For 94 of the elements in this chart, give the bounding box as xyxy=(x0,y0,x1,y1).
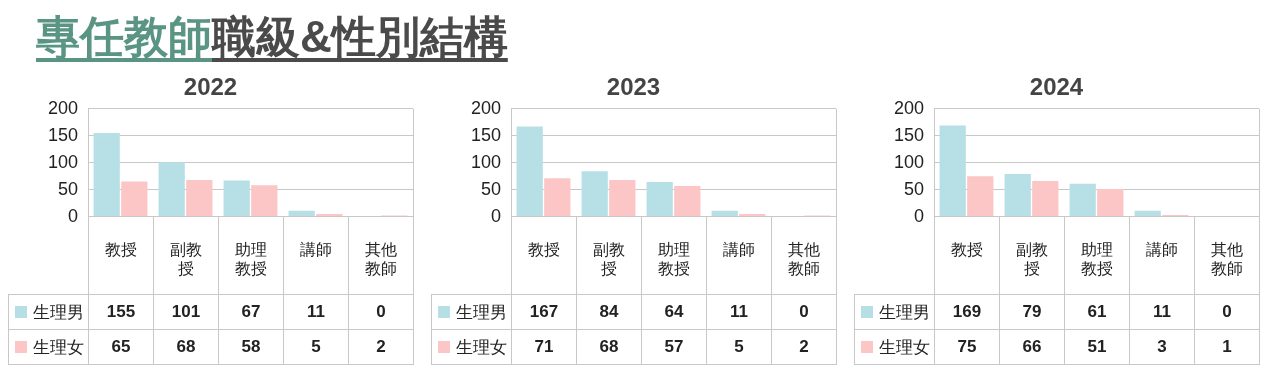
y-tick-label: 50 xyxy=(57,178,78,199)
x-tick-label: 講師 xyxy=(1145,240,1178,258)
bar xyxy=(646,182,673,217)
bar xyxy=(121,181,148,217)
data-label: 84 xyxy=(576,294,642,330)
bar xyxy=(1134,210,1161,217)
bar xyxy=(674,185,701,217)
x-tick-label: 副教授 xyxy=(169,240,202,277)
y-tick-label: 0 xyxy=(490,205,501,226)
bar xyxy=(186,179,213,217)
data-label: 169 xyxy=(934,294,1000,330)
bar xyxy=(1032,181,1059,217)
bar xyxy=(967,176,994,217)
legend-label: 生理女 xyxy=(879,337,930,357)
bar xyxy=(93,133,120,217)
y-tick-label: 100 xyxy=(47,151,78,172)
bar xyxy=(316,213,343,217)
y-tick-label: 200 xyxy=(47,97,78,118)
data-label: 75 xyxy=(934,329,1000,365)
x-tick-label: 助理教授 xyxy=(657,240,690,277)
chart-title: 2023 xyxy=(606,73,661,101)
data-label: 65 xyxy=(88,329,154,365)
x-tick-label: 助理教授 xyxy=(1080,240,1113,277)
bar xyxy=(288,210,315,217)
bar xyxy=(544,178,571,217)
text: 職級&性別結構 xyxy=(212,12,508,61)
data-label: 66 xyxy=(999,329,1065,365)
y-tick-label: 50 xyxy=(903,178,924,199)
x-tick-label: 其他教師 xyxy=(787,240,820,277)
y-tick-label: 100 xyxy=(470,151,501,172)
bar xyxy=(251,185,278,217)
data-label: 57 xyxy=(641,329,707,365)
data-label: 11 xyxy=(1129,294,1195,330)
x-tick-label: 教授 xyxy=(950,240,983,258)
bar xyxy=(939,125,966,217)
data-label: 1 xyxy=(1194,329,1260,365)
data-label: 101 xyxy=(153,294,219,330)
y-tick-label: 200 xyxy=(893,97,924,118)
data-label: 64 xyxy=(641,294,707,330)
x-tick-label: 教授 xyxy=(104,240,137,258)
y-tick-label: 0 xyxy=(913,205,924,226)
x-tick-label: 講師 xyxy=(722,240,755,258)
bar xyxy=(158,162,185,217)
data-label: 0 xyxy=(348,294,414,330)
bar xyxy=(581,171,608,217)
data-label: 67 xyxy=(218,294,284,330)
data-label: 61 xyxy=(1064,294,1130,330)
y-tick-label: 100 xyxy=(893,151,924,172)
legend-label: 生理男 xyxy=(879,302,930,322)
chart-title: 2024 xyxy=(1029,73,1084,101)
data-label: 2 xyxy=(771,329,837,365)
bar xyxy=(1097,189,1124,217)
x-tick-label: 教授 xyxy=(527,240,560,258)
x-tick-label: 副教授 xyxy=(592,240,625,277)
data-label: 2 xyxy=(348,329,414,365)
data-label: 58 xyxy=(218,329,284,365)
bar xyxy=(609,179,636,217)
x-tick-label: 助理教授 xyxy=(234,240,267,277)
x-tick-label: 其他教師 xyxy=(364,240,397,277)
y-tick-label: 0 xyxy=(67,205,78,226)
bar xyxy=(516,126,543,217)
data-label: 5 xyxy=(706,329,772,365)
x-tick-label: 其他教師 xyxy=(1210,240,1243,277)
y-tick-label: 200 xyxy=(470,97,501,118)
chart-title: 2022 xyxy=(183,73,238,101)
y-tick-label: 50 xyxy=(480,178,501,199)
legend-label: 生理女 xyxy=(33,337,84,357)
text: 專任教師 xyxy=(36,12,212,61)
bar xyxy=(1069,183,1096,217)
data-label: 11 xyxy=(283,294,349,330)
y-tick-label: 150 xyxy=(470,124,501,145)
data-label: 0 xyxy=(1194,294,1260,330)
data-label: 51 xyxy=(1064,329,1130,365)
bar xyxy=(739,213,766,217)
data-label: 0 xyxy=(771,294,837,330)
y-tick-label: 150 xyxy=(47,124,78,145)
legend-label: 生理男 xyxy=(33,302,84,322)
legend-label: 生理女 xyxy=(456,337,507,357)
x-tick-label: 副教授 xyxy=(1015,240,1048,277)
data-label: 11 xyxy=(706,294,772,330)
data-label: 68 xyxy=(576,329,642,365)
legend-label: 生理男 xyxy=(456,302,507,322)
data-label: 68 xyxy=(153,329,219,365)
bar xyxy=(711,210,738,217)
data-label: 79 xyxy=(999,294,1065,330)
data-label: 155 xyxy=(88,294,154,330)
data-label: 71 xyxy=(511,329,577,365)
data-label: 5 xyxy=(283,329,349,365)
bar xyxy=(223,180,250,217)
bar xyxy=(1004,174,1031,217)
x-tick-label: 講師 xyxy=(299,240,332,258)
data-label: 3 xyxy=(1129,329,1195,365)
y-tick-label: 150 xyxy=(893,124,924,145)
data-label: 167 xyxy=(511,294,577,330)
